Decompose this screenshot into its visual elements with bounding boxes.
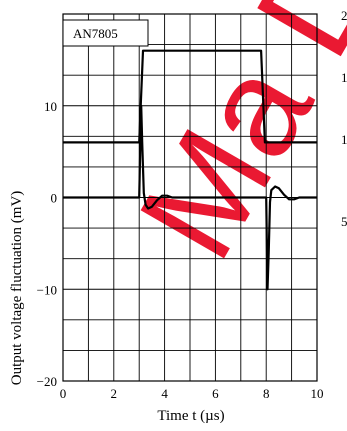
- legend-box: [62, 19, 149, 47]
- y-tick-label: 10: [44, 99, 57, 114]
- y-tick-label: 0: [51, 191, 58, 206]
- tick-labels: 0 2 4 6 8 10 −20 −10 0 10: [37, 99, 324, 401]
- y-axis-label: Output voltage fluctuation (mV): [9, 191, 25, 386]
- secondary-y-tick-fragment: 1: [341, 70, 347, 85]
- secondary-y-tick-fragment: 5: [341, 214, 347, 229]
- series-layer: [63, 49, 317, 291]
- series-line-input-step: [63, 49, 317, 144]
- x-tick-label: 0: [60, 386, 67, 401]
- legend-entry: AN7805: [73, 26, 118, 41]
- x-tick-label: 4: [161, 386, 168, 401]
- x-tick-label: 2: [111, 386, 118, 401]
- secondary-y-tick-fragment: 2: [341, 8, 347, 23]
- y-tick-label: −10: [37, 282, 57, 297]
- series-line-output-response: [63, 104, 317, 291]
- secondary-y-tick-fragments: 2 1 1 5: [341, 8, 347, 229]
- x-tick-label: 8: [263, 386, 270, 401]
- x-axis-label: Time t (µs): [157, 408, 224, 424]
- y-tick-label: −20: [37, 374, 57, 389]
- x-tick-label: 10: [311, 386, 324, 401]
- x-tick-label: 6: [212, 386, 219, 401]
- secondary-y-tick-fragment: 1: [341, 132, 347, 147]
